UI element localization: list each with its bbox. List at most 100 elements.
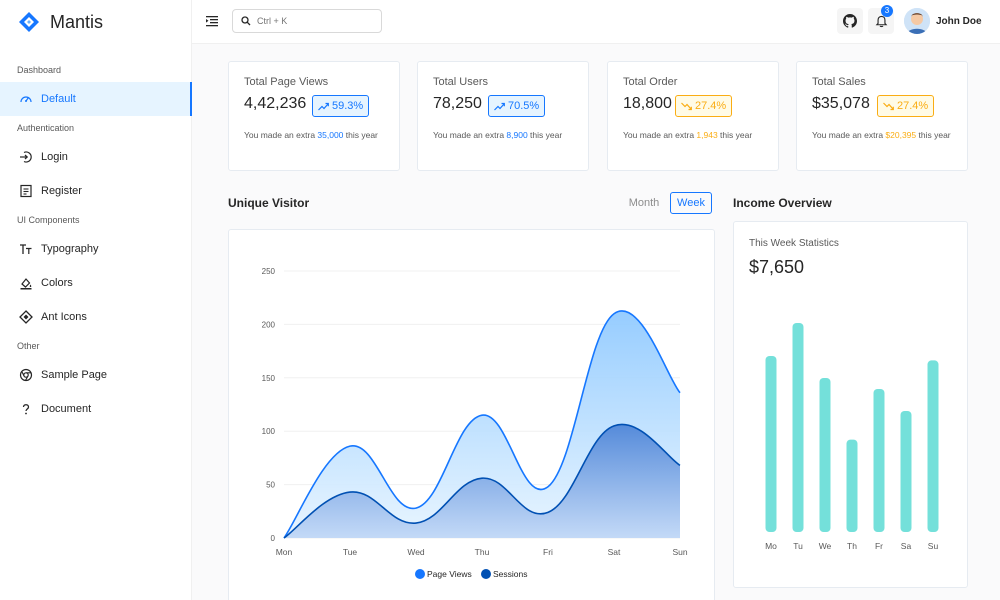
stat-percent-tag: 27.4% — [877, 95, 935, 117]
sidebar-item-label: Typography — [41, 243, 99, 255]
sidebar-item-ant-icons[interactable]: Ant Icons — [0, 300, 192, 334]
y-tick-label: 100 — [262, 427, 276, 436]
search-box[interactable] — [232, 9, 382, 33]
income-bar — [792, 323, 804, 532]
stat-value: 78,250 — [433, 95, 482, 112]
sidebar-item-colors[interactable]: Colors — [0, 266, 192, 300]
brand-logo[interactable]: Mantis — [18, 9, 103, 35]
mantis-logo-icon — [19, 12, 39, 32]
unique-visitor-card: 0 50 100 150 200 250 Mon Tue Wed Thu Fri Sat Sun Page… — [228, 229, 715, 600]
sidebar-item-default[interactable]: Default — [0, 82, 192, 116]
sidebar-item-label: Ant Icons — [41, 311, 87, 323]
x-tick-label: Wed — [407, 547, 425, 557]
top-header: 3 John Doe — [192, 0, 1000, 44]
stat-note: You made an extra 1,943 this year — [623, 128, 763, 142]
github-icon — [843, 14, 857, 28]
stat-percent-tag: 70.5% — [488, 95, 546, 117]
x-tick-label: Sat — [608, 547, 621, 557]
stat-title: Total Users — [433, 76, 489, 88]
income-subtitle: This Week Statistics — [749, 238, 839, 249]
user-name: John Doe — [936, 15, 982, 27]
income-overview-card: This Week Statistics $7,650 Mo Tu We Th Fr Sa… — [733, 221, 968, 588]
stat-card: Total Users 78,250 70.5% You made an ext… — [417, 61, 589, 171]
question-icon — [19, 402, 33, 416]
stat-note-value: 8,900 — [506, 130, 528, 140]
stat-note: You made an extra $20,395 this year — [812, 128, 952, 142]
stat-card: Total Order 18,800 27.4% You made an ext… — [607, 61, 779, 171]
dashboard-icon — [19, 92, 33, 106]
notification-button[interactable]: 3 — [868, 5, 894, 34]
stat-note: You made an extra 8,900 this year — [433, 128, 573, 142]
sidebar-item-label: Colors — [41, 277, 73, 289]
legend-label: Sessions — [493, 569, 528, 579]
stat-percent: 27.4% — [897, 100, 929, 112]
github-button[interactable] — [837, 8, 863, 34]
stat-percent-tag: 27.4% — [675, 95, 733, 117]
stat-title: Total Order — [623, 76, 678, 88]
sidebar-item-label: Sample Page — [41, 369, 108, 381]
stat-note-value: 1,943 — [696, 130, 718, 140]
legend-label: Page Views — [427, 569, 472, 579]
notification-badge: 3 — [881, 5, 893, 17]
sidebar-item-register[interactable]: Register — [0, 174, 192, 208]
user-profile[interactable]: John Doe — [904, 8, 982, 34]
nav-group-label: Other — [17, 341, 40, 351]
rise-icon — [318, 102, 329, 110]
login-icon — [19, 150, 33, 164]
stat-note-prefix: You made an extra — [623, 130, 697, 140]
stat-title: Total Page Views — [244, 76, 329, 88]
income-overview-title: Income Overview — [733, 196, 832, 210]
ant-icons-icon — [19, 310, 33, 324]
stat-note-suffix: this year — [527, 130, 563, 140]
menu-fold-icon[interactable] — [204, 13, 220, 29]
sidebar-item-label: Login — [41, 151, 68, 163]
stat-card: Total Page Views 4,42,236 59.3% You made… — [228, 61, 400, 171]
nav-group-label: Dashboard — [17, 65, 62, 75]
nav-group-label: Authentication — [17, 123, 75, 133]
income-bar — [900, 411, 912, 532]
stat-note-suffix: this year — [343, 130, 378, 140]
stat-note-value: 35,000 — [317, 130, 344, 140]
sidebar-item-typography[interactable]: Typography — [0, 232, 192, 266]
y-tick-label: 0 — [271, 534, 276, 543]
income-bar — [819, 378, 831, 532]
stat-percent: 59.3% — [332, 100, 364, 112]
x-tick-label: Mo — [765, 541, 777, 551]
x-tick-label: Tue — [343, 547, 358, 557]
brand-name: Mantis — [50, 11, 104, 32]
x-tick-label: Fri — [543, 547, 553, 557]
typography-icon — [19, 242, 33, 256]
stat-card: Total Sales $35,078 27.4% You made an ex… — [796, 61, 968, 171]
stat-note-prefix: You made an extra — [244, 130, 318, 140]
search-input[interactable] — [257, 16, 367, 26]
stat-percent: 27.4% — [695, 100, 727, 112]
bell-icon — [875, 15, 887, 27]
week-toggle[interactable]: Week — [670, 192, 712, 214]
x-tick-label: Fr — [875, 541, 883, 551]
sidebar-item-sample-page[interactable]: Sample Page — [0, 358, 192, 392]
x-tick-label: Su — [928, 541, 939, 551]
stat-note-prefix: You made an extra — [433, 130, 507, 140]
month-toggle[interactable]: Month — [628, 197, 660, 209]
fall-icon — [681, 102, 692, 110]
income-amount: $7,650 — [749, 257, 805, 277]
income-bar-chart: Mo Tu We Th Fr Sa Su — [765, 323, 939, 551]
y-tick-label: 250 — [262, 267, 276, 276]
stat-note-suffix: this year — [717, 130, 753, 140]
area-fill-sessions — [284, 424, 680, 538]
stat-value: $35,078 — [812, 95, 870, 112]
sidebar-item-document[interactable]: Document — [0, 392, 192, 426]
stat-note: You made an extra 35,000 this year — [244, 128, 384, 142]
y-tick-label: 50 — [266, 481, 275, 490]
legend-marker — [415, 569, 425, 579]
unique-visitor-chart: 0 50 100 150 200 250 Mon Tue Wed Thu Fri Sat Sun Page… — [262, 267, 688, 579]
sidebar-nav: Dashboard Default Authentication Login Regis… — [0, 58, 192, 426]
sidebar: Mantis Dashboard Default Authentication Log… — [0, 0, 192, 600]
sidebar-item-label: Default — [41, 93, 76, 105]
stat-note-suffix: this year — [916, 130, 951, 140]
stat-note-prefix: You made an extra — [812, 130, 886, 140]
x-tick-label: Mon — [276, 547, 293, 557]
sidebar-item-label: Document — [41, 403, 92, 415]
x-tick-label: Tu — [793, 541, 803, 551]
sidebar-item-login[interactable]: Login — [0, 140, 192, 174]
